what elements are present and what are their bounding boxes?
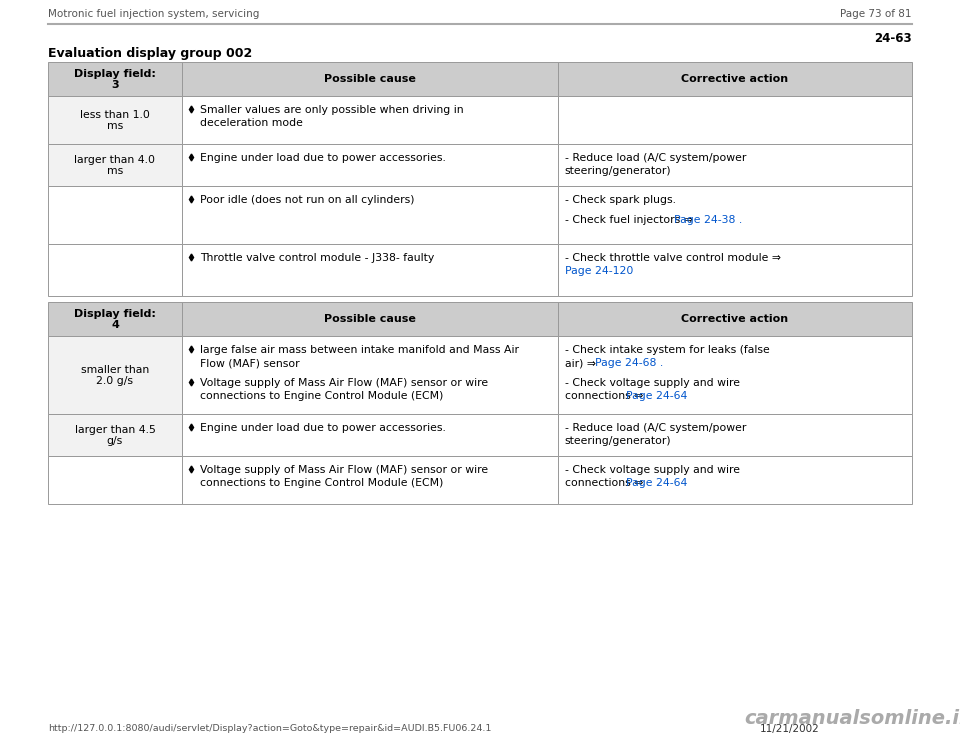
Bar (181, 302, 558, 336)
Bar (181, 186, 558, 244)
Bar (558, 96, 912, 144)
Text: 2.0 g/s: 2.0 g/s (96, 376, 133, 386)
Text: Engine under load due to power accessories.: Engine under load due to power accessori… (200, 153, 445, 163)
Text: Page 24-64: Page 24-64 (626, 391, 687, 401)
Bar (181, 62, 558, 96)
Text: Page 24-64: Page 24-64 (626, 478, 687, 488)
Text: Motronic fuel injection system, servicing: Motronic fuel injection system, servicin… (48, 9, 259, 19)
Text: ms: ms (107, 121, 123, 131)
Bar (181, 96, 558, 144)
Text: - Check throttle valve control module ⇒: - Check throttle valve control module ⇒ (564, 253, 780, 276)
Text: http://127.0.0.1:8080/audi/servlet/Display?action=Goto&type=repair&id=AUDI.B5.FU: http://127.0.0.1:8080/audi/servlet/Displ… (48, 724, 492, 733)
Text: Voltage supply of Mass Air Flow (MAF) sensor or wire
connections to Engine Contr: Voltage supply of Mass Air Flow (MAF) se… (200, 465, 488, 488)
Bar (48, 244, 181, 296)
Text: larger than 4.5: larger than 4.5 (75, 425, 156, 435)
Text: - Check voltage supply and wire
connections ⇒: - Check voltage supply and wire connecti… (564, 378, 740, 401)
Bar (181, 244, 558, 296)
Bar (181, 456, 558, 504)
Bar (558, 414, 912, 456)
Text: - Check spark plugs.: - Check spark plugs. (564, 195, 676, 205)
Text: 24-63: 24-63 (875, 32, 912, 45)
Text: Possible cause: Possible cause (324, 314, 416, 324)
Text: Page 73 of 81: Page 73 of 81 (841, 9, 912, 19)
Text: Throttle valve control module - J338- faulty: Throttle valve control module - J338- fa… (200, 253, 434, 263)
Text: Engine under load due to power accessories.: Engine under load due to power accessori… (200, 423, 445, 433)
Bar (48, 96, 181, 144)
Bar (558, 144, 912, 186)
Text: - Check voltage supply and wire
connections ⇒: - Check voltage supply and wire connecti… (564, 465, 740, 488)
Bar (181, 414, 558, 456)
Bar (558, 456, 912, 504)
Text: 11/21/2002: 11/21/2002 (760, 724, 820, 734)
Bar (558, 62, 912, 96)
Text: Page 24-120: Page 24-120 (564, 266, 634, 276)
Bar (181, 336, 558, 414)
Text: - Check intake system for leaks (false
air) ⇒: - Check intake system for leaks (false a… (564, 345, 770, 368)
Text: Corrective action: Corrective action (682, 314, 788, 324)
Text: Poor idle (does not run on all cylinders): Poor idle (does not run on all cylinders… (200, 195, 415, 205)
Text: large false air mass between intake manifold and Mass Air
Flow (MAF) sensor: large false air mass between intake mani… (200, 345, 519, 368)
Text: - Reduce load (A/C system/power
steering/generator): - Reduce load (A/C system/power steering… (564, 423, 746, 446)
Text: ms: ms (107, 166, 123, 176)
Text: Smaller values are only possible when driving in
deceleration mode: Smaller values are only possible when dr… (200, 105, 464, 128)
Bar (48, 186, 181, 244)
Text: - Check fuel injectors ⇒: - Check fuel injectors ⇒ (564, 215, 696, 225)
Bar (48, 144, 181, 186)
Text: - Reduce load (A/C system/power
steering/generator): - Reduce load (A/C system/power steering… (564, 153, 746, 176)
Text: Evaluation display group 002: Evaluation display group 002 (48, 47, 252, 60)
Bar (48, 456, 181, 504)
Text: Possible cause: Possible cause (324, 74, 416, 84)
Text: Voltage supply of Mass Air Flow (MAF) sensor or wire
connections to Engine Contr: Voltage supply of Mass Air Flow (MAF) se… (200, 378, 488, 401)
Bar (558, 302, 912, 336)
Text: 3: 3 (111, 80, 119, 90)
Bar (48, 302, 181, 336)
Text: Corrective action: Corrective action (682, 74, 788, 84)
Text: g/s: g/s (107, 436, 123, 446)
Text: larger than 4.0: larger than 4.0 (75, 155, 156, 165)
Text: Page 24-68 .: Page 24-68 . (595, 358, 663, 368)
Bar (558, 244, 912, 296)
Text: less than 1.0: less than 1.0 (80, 110, 150, 120)
Text: Display field:: Display field: (74, 309, 156, 319)
Text: 4: 4 (111, 320, 119, 330)
Bar (558, 336, 912, 414)
Text: Page 24-38 .: Page 24-38 . (674, 215, 742, 225)
Bar (48, 414, 181, 456)
Bar (48, 336, 181, 414)
Bar (181, 144, 558, 186)
Text: carmanualsomline.info: carmanualsomline.info (745, 709, 960, 728)
Bar (48, 62, 181, 96)
Bar (558, 186, 912, 244)
Text: Display field:: Display field: (74, 69, 156, 79)
Text: smaller than: smaller than (81, 365, 149, 375)
